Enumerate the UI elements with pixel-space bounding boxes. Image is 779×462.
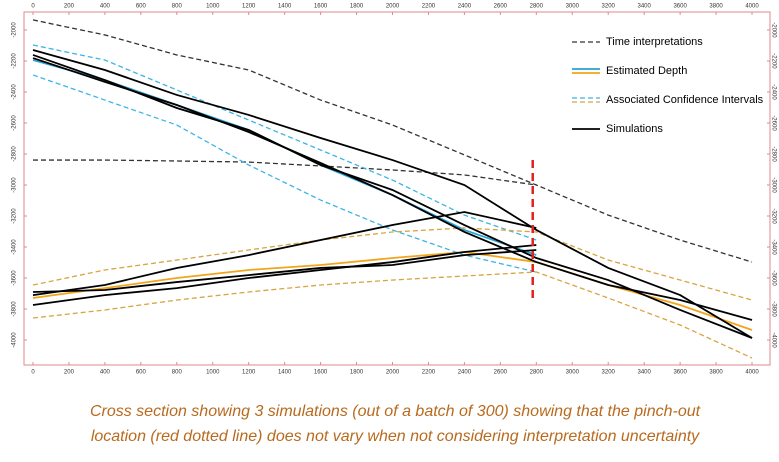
x-tick-label: 1000	[206, 4, 220, 10]
y-tick-label: -3000	[12, 177, 18, 193]
x-tick-label: 1000	[206, 370, 220, 376]
x-tick-label: 1800	[350, 4, 364, 10]
legend-label: Estimated Depth	[606, 65, 687, 77]
x-tick-label: 4000	[745, 370, 759, 376]
y-tick-label: -2400	[770, 84, 776, 100]
x-tick-label: 200	[64, 370, 75, 376]
x-tick-label: 3200	[602, 370, 616, 376]
x-tick-label: 1200	[242, 370, 256, 376]
x-tick-label: 3800	[709, 370, 723, 376]
x-tick-label: 2400	[458, 370, 472, 376]
series-line	[32, 159, 537, 186]
x-tick-label: 2000	[386, 370, 400, 376]
y-tick-label: -3400	[12, 239, 18, 255]
series-line	[32, 251, 753, 331]
x-tick-label: 1600	[314, 370, 328, 376]
y-tick-label: -4000	[12, 332, 18, 348]
x-tick-label: 2800	[530, 370, 544, 376]
x-tick-label: 3600	[673, 370, 687, 376]
x-tick-label: 3000	[566, 4, 580, 10]
x-tick-label: 400	[100, 370, 111, 376]
x-tick-label: 4000	[745, 4, 759, 10]
x-tick-label: 3600	[673, 4, 687, 10]
x-tick-label: 200	[64, 4, 75, 10]
y-tick-label: -2400	[12, 84, 18, 100]
caption-line: Cross section showing 3 simulations (out…	[90, 403, 701, 420]
legend-label: Time interpretations	[606, 36, 703, 48]
x-tick-label: 2600	[494, 370, 508, 376]
x-tick-label: 1400	[278, 4, 292, 10]
y-tick-label: -2600	[770, 115, 776, 131]
series-line	[32, 49, 753, 339]
y-tick-label: -2000	[770, 22, 776, 38]
y-tick-label: -3600	[770, 270, 776, 286]
x-tick-label: 2000	[386, 4, 400, 10]
x-tick-label: 3200	[602, 4, 616, 10]
y-tick-label: -3200	[12, 208, 18, 224]
x-tick-label: 2400	[458, 4, 472, 10]
x-tick-label: 1200	[242, 4, 256, 10]
legend-label: Simulations	[606, 123, 663, 135]
y-tick-label: -2200	[12, 53, 18, 69]
series-line	[32, 44, 537, 241]
x-tick-label: 2200	[422, 370, 436, 376]
series-line	[32, 271, 753, 359]
y-tick-label: -3600	[12, 270, 18, 286]
x-tick-label: 0	[31, 4, 35, 10]
series-line	[32, 249, 537, 293]
series-line	[32, 19, 753, 263]
x-tick-label: 2600	[494, 4, 508, 10]
y-tick-label: -3000	[770, 177, 776, 193]
y-tick-label: -2800	[770, 146, 776, 162]
series-line	[32, 57, 753, 321]
y-tick-label: -2600	[12, 115, 18, 131]
x-tick-label: 400	[100, 4, 111, 10]
x-tick-label: 1600	[314, 4, 328, 10]
x-tick-label: 3800	[709, 4, 723, 10]
series-line	[32, 211, 537, 296]
x-tick-label: 600	[136, 370, 147, 376]
x-tick-label: 800	[172, 370, 183, 376]
y-tick-label: -2800	[12, 146, 18, 162]
x-tick-label: 2800	[530, 4, 544, 10]
x-tick-label: 2200	[422, 4, 436, 10]
legend-label: Associated Confidence Intervals	[606, 94, 764, 106]
x-tick-label: 800	[172, 4, 183, 10]
x-tick-label: 3400	[637, 370, 651, 376]
y-tick-label: -3400	[770, 239, 776, 255]
x-tick-label: 600	[136, 4, 147, 10]
caption-line: location (red dotted line) does not vary…	[91, 428, 700, 445]
plot-frame	[23, 11, 771, 366]
y-tick-label: -3800	[12, 301, 18, 317]
series-line	[32, 244, 537, 306]
y-tick-label: -4000	[770, 332, 776, 348]
series-line	[32, 227, 753, 301]
x-tick-label: 3000	[566, 370, 580, 376]
series-line	[32, 74, 537, 273]
x-tick-label: 3400	[637, 4, 651, 10]
x-tick-label: 0	[31, 370, 35, 376]
x-tick-label: 1800	[350, 370, 364, 376]
x-tick-label: 1400	[278, 370, 292, 376]
y-tick-label: -3200	[770, 208, 776, 224]
y-tick-label: -3800	[770, 301, 776, 317]
y-tick-label: -2000	[12, 22, 18, 38]
y-tick-label: -2200	[770, 53, 776, 69]
